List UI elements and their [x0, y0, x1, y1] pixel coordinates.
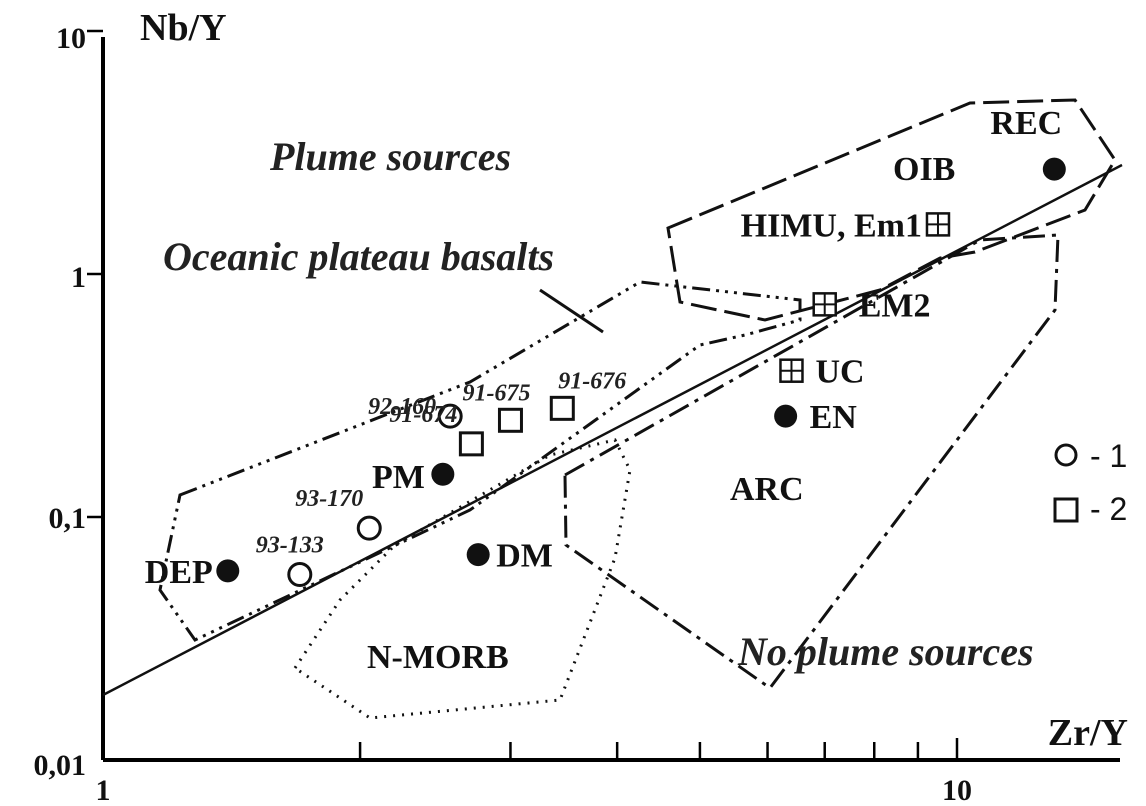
sample-circle-marker: [356, 515, 382, 541]
no-plume-sources-label: No plume sources: [737, 629, 1034, 674]
sample-circle-marker: [287, 561, 313, 587]
legend: - 1 - 2: [1053, 438, 1127, 527]
data-marks: REC EN PM DM DEP HIMU, Em1 EM2 UC 92-160 93-170 93…: [145, 105, 1066, 591]
oceanic-plateau-field: [158, 280, 802, 642]
arc-field: [563, 233, 1060, 691]
arc-label: ARC: [730, 471, 804, 508]
sample-label: 91-676: [558, 368, 626, 394]
crust-point-label: EM2: [859, 287, 931, 324]
sample-label: 91-674: [389, 402, 457, 428]
reference-point-label: DEP: [145, 554, 213, 591]
y-tick-label-0-1: 0,1: [49, 502, 87, 535]
sample-square-marker: [458, 431, 484, 457]
oceanic-plateau-basalts-label: Oceanic plateau basalts: [163, 234, 554, 279]
reference-point-dm: [466, 543, 490, 567]
x-axis-title: Zr/Y: [1048, 712, 1128, 754]
n-morb-field: [292, 438, 632, 720]
oib-field: [666, 98, 1117, 322]
sample-label: 93-170: [295, 486, 363, 512]
sample-square-marker: [497, 407, 523, 433]
sample-label: 91-675: [462, 380, 530, 406]
legend-square-label: - 2: [1090, 491, 1127, 527]
axes: [101, 37, 1120, 762]
plume-sources-label: Plume sources: [269, 134, 511, 179]
axis-ticks: [87, 29, 959, 760]
sample-square-marker: [549, 395, 575, 421]
y-tick-label-0-01: 0,01: [34, 749, 87, 782]
oib-label: OIB: [893, 151, 955, 188]
reference-point-rec: [1042, 157, 1066, 181]
y-axis-title: Nb/Y: [140, 7, 227, 49]
y-tick-label-1: 1: [71, 261, 86, 294]
y-tick-label-10: 10: [56, 22, 86, 55]
legend-square-icon: [1053, 497, 1079, 523]
x-tick-label-10: 10: [942, 774, 972, 806]
plume-boundary-line: [102, 163, 1123, 697]
crust-point-label: UC: [815, 354, 864, 391]
n-morb-label: N-MORB: [367, 639, 509, 676]
reference-point-en: [774, 404, 798, 428]
legend-circle-icon: [1054, 443, 1078, 467]
reference-point-label: EN: [810, 399, 858, 436]
sample-circle-marker: [437, 403, 463, 429]
reference-point-dep: [216, 559, 240, 583]
reference-point-pm: [431, 462, 455, 486]
legend-circle-label: - 1: [1090, 438, 1127, 474]
plateau-marker-line: [539, 288, 604, 334]
x-tick-label-1: 1: [96, 774, 111, 806]
crust-point-label: HIMU, Em1: [741, 207, 922, 244]
reference-point-label: DM: [496, 538, 553, 575]
sample-label: 93-133: [256, 532, 324, 558]
sample-label: 92-160: [368, 394, 436, 420]
reference-point-label: REC: [990, 105, 1062, 142]
reference-point-label: PM: [372, 459, 425, 496]
